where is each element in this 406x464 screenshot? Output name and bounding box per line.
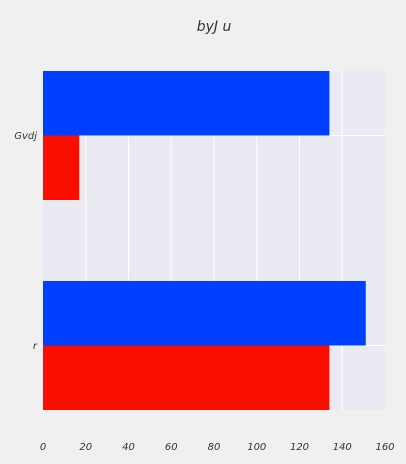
- bar-r-series-2: [43, 281, 366, 346]
- bars: [43, 71, 366, 410]
- y-tick-label: Gvdj: [14, 131, 37, 142]
- x-tick-label: 80: [208, 442, 221, 453]
- x-tick-label: 100: [247, 442, 266, 453]
- chart-title: byJ u: [197, 19, 232, 35]
- x-axis-ticks: 0 20 40 60 80 100 120 140 160: [40, 442, 395, 453]
- bar-gvdj-series-1: [43, 135, 80, 200]
- x-tick-label: 140: [333, 442, 352, 453]
- y-axis-ticks: r Gvdj: [14, 131, 38, 352]
- x-tick-label: 60: [165, 442, 178, 453]
- x-tick-label: 160: [375, 442, 394, 453]
- x-tick-label: 40: [122, 442, 135, 453]
- bar-r-series-1: [43, 345, 330, 410]
- x-tick-label: 120: [290, 442, 309, 453]
- x-tick-label: 0: [40, 442, 46, 453]
- y-tick-label: r: [33, 341, 38, 352]
- bar-gvdj-series-2: [43, 71, 330, 136]
- x-tick-label: 20: [79, 442, 92, 453]
